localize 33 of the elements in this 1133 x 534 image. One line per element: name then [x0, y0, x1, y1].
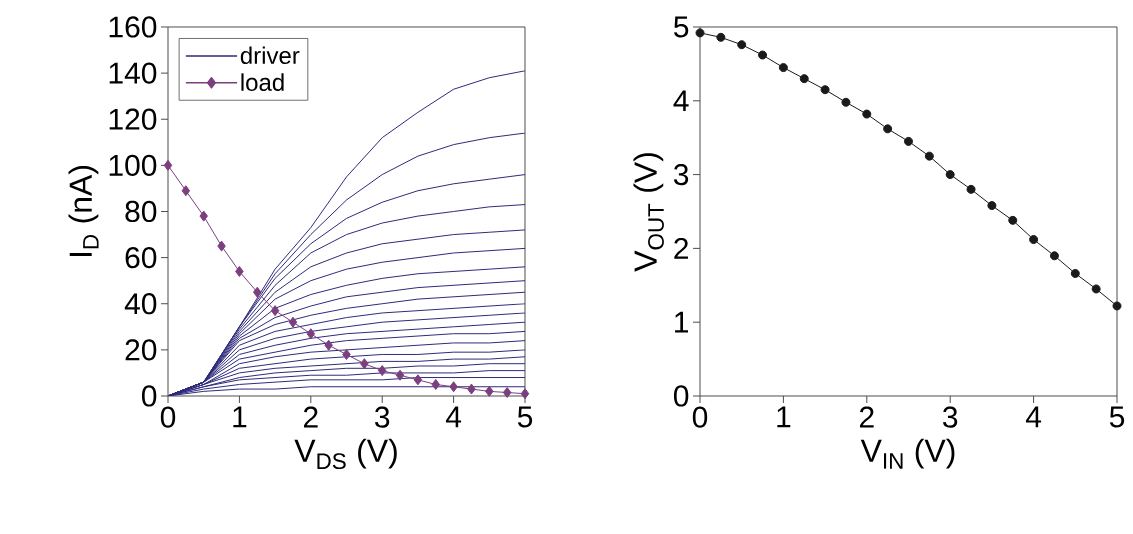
x-axis-title: V$_{IN}$ (V) — [860, 438, 955, 469]
x-tick-label: 3 — [943, 406, 958, 428]
x-tick-label: 2 — [303, 406, 318, 428]
legend-label: load — [241, 73, 284, 91]
legend-label: driver — [240, 46, 300, 65]
y-axis-title: I$_{D}$ (nA) — [68, 166, 99, 256]
x-tick-label: 4 — [1025, 406, 1042, 428]
x-axis-title: V$_{DS}$ (V) — [294, 438, 397, 470]
y-tick-label: 140 — [109, 62, 157, 84]
y-tick-label: 80 — [125, 200, 157, 223]
y-tick-label: 100 — [109, 154, 157, 176]
y-tick-label: 1 — [675, 311, 689, 333]
x-tick-label: 1 — [233, 406, 247, 428]
x-tick-label: 5 — [1109, 406, 1125, 428]
y-tick-label: 5 — [673, 16, 689, 38]
x-tick-label: 2 — [859, 406, 874, 428]
y-tick-label: 3 — [673, 163, 689, 186]
x-tick-label: 0 — [692, 406, 708, 428]
y-tick-label: 0 — [673, 385, 689, 407]
y-axis-title: V$_{OUT}$ (V) — [633, 153, 664, 272]
x-tick-label: 4 — [445, 406, 462, 428]
y-tick-label: 60 — [125, 246, 157, 269]
y-tick-label: 120 — [109, 108, 157, 130]
y-tick-label: 2 — [674, 237, 688, 259]
y-tick-label: 20 — [125, 339, 157, 361]
y-tick-label: 0 — [141, 385, 157, 407]
x-tick-label: 3 — [375, 406, 390, 428]
x-tick-label: 1 — [777, 406, 791, 428]
x-tick-label: 0 — [160, 406, 176, 428]
y-tick-label: 160 — [109, 16, 157, 38]
y-tick-label: 4 — [673, 90, 689, 112]
x-tick-label: 5 — [517, 406, 533, 428]
y-tick-label: 40 — [124, 293, 157, 315]
